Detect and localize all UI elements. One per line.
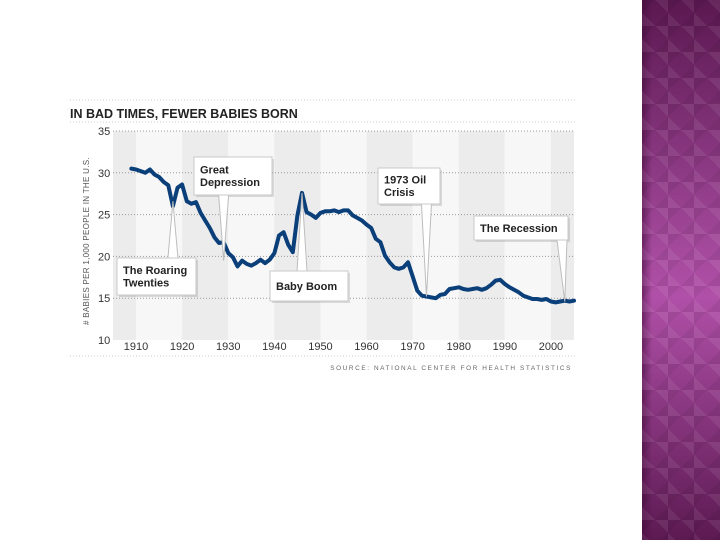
y-tick-label: 35 bbox=[98, 126, 110, 138]
x-axis-ticks: 1910 1920 1930 1940 1950 1960 1970 1980 1990 2000 bbox=[124, 341, 563, 353]
callout-label: Crisis bbox=[384, 187, 415, 199]
chart-title: IN BAD TIMES, FEWER BABIES BORN bbox=[70, 107, 298, 121]
callout-box bbox=[377, 167, 441, 205]
x-tick-label: 1990 bbox=[493, 341, 517, 353]
y-tick-label: 30 bbox=[98, 168, 110, 180]
y-axis-label: # BABIES PER 1,000 PEOPLE IN THE U.S. bbox=[82, 157, 91, 325]
x-tick-label: 1950 bbox=[308, 341, 332, 353]
y-tick-label: 20 bbox=[98, 251, 110, 263]
callout-label: Great bbox=[200, 165, 229, 177]
x-tick-label: 1940 bbox=[262, 341, 286, 353]
x-tick-label: 1930 bbox=[216, 341, 240, 353]
x-tick-label: 1910 bbox=[124, 341, 148, 353]
y-tick-label: 15 bbox=[98, 293, 110, 305]
decade-band bbox=[320, 131, 367, 340]
x-tick-label: 1920 bbox=[170, 341, 194, 353]
callout-box bbox=[473, 215, 569, 241]
birth-rate-line bbox=[129, 166, 576, 305]
x-tick-label: 1970 bbox=[400, 341, 424, 353]
x-tick-label: 1960 bbox=[354, 341, 378, 353]
decade-bands bbox=[113, 131, 574, 340]
callout-label: Baby Boom bbox=[276, 281, 337, 293]
callout-box bbox=[193, 156, 273, 196]
decade-band bbox=[412, 131, 459, 340]
callout-label: The Roaring bbox=[123, 265, 187, 277]
decorative-side-panel bbox=[642, 0, 720, 540]
source-note: SOURCE: NATIONAL CENTER FOR HEALTH STATI… bbox=[330, 365, 572, 372]
callout-label: Depression bbox=[200, 177, 260, 189]
callout-label: The Recession bbox=[480, 223, 558, 235]
y-tick-label: 25 bbox=[98, 210, 110, 222]
callout-box bbox=[269, 270, 349, 302]
x-tick-label: 2000 bbox=[539, 341, 563, 353]
decade-band bbox=[113, 131, 137, 340]
x-tick-label: 1980 bbox=[447, 341, 471, 353]
callout-label: 1973 Oil bbox=[384, 175, 426, 187]
callout-label: Twenties bbox=[123, 278, 169, 290]
y-axis-ticks: 10 15 20 25 30 35 bbox=[98, 126, 110, 347]
callout-the-recession: The Recession bbox=[473, 215, 570, 302]
callout-box bbox=[116, 257, 197, 296]
y-tick-label: 10 bbox=[98, 335, 110, 347]
gridlines bbox=[113, 130, 574, 299]
callout-baby-boom: Baby Boom bbox=[269, 192, 350, 303]
